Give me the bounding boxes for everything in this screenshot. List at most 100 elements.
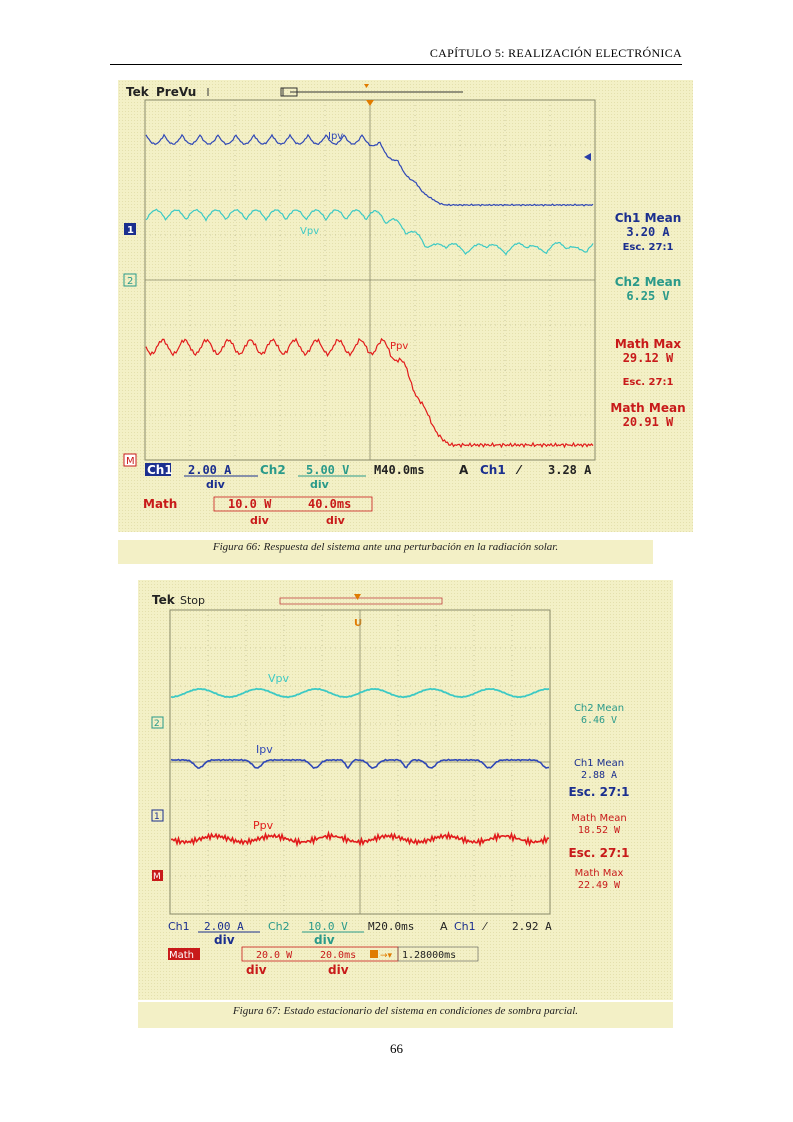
svg-text:div: div bbox=[326, 514, 346, 527]
math-esc: Esc. 27:1 bbox=[568, 846, 629, 860]
ch2-scale[interactable]: 10.0 V bbox=[308, 920, 348, 933]
status-bar: Ch1 2.00 A div Ch2 10.0 V div M20.0ms A … bbox=[168, 920, 552, 977]
ipv-label: Ipv bbox=[328, 131, 343, 142]
math-mean-label: Math Mean bbox=[571, 813, 626, 824]
math-marker[interactable] bbox=[123, 453, 137, 467]
ch2-label: Ch2 bbox=[268, 920, 290, 933]
svg-text:2: 2 bbox=[154, 719, 160, 729]
math-scale[interactable]: 20.0 W bbox=[256, 950, 293, 961]
math-marker[interactable] bbox=[152, 870, 163, 881]
vpv-label: Vpv bbox=[300, 226, 319, 237]
svg-text:div: div bbox=[206, 478, 226, 491]
ch2-mean-value: 6.25 V bbox=[626, 289, 669, 303]
tek-logo: Tek bbox=[152, 593, 176, 607]
figure-67-caption: Figura 67: Estado estacionario del siste… bbox=[138, 1002, 673, 1028]
ch2-mean-label: Ch2 Mean bbox=[615, 275, 682, 289]
svg-text:div: div bbox=[214, 933, 235, 947]
timebase[interactable]: M40.0ms bbox=[374, 463, 425, 477]
ch1-mean-label: Ch1 Mean bbox=[615, 211, 682, 225]
tek-logo: Tek bbox=[126, 85, 150, 99]
math-mean-value: 18.52 W bbox=[578, 825, 621, 836]
trigger-marker-icon bbox=[366, 100, 374, 106]
ppv-trace bbox=[170, 830, 550, 848]
ppv-label: Ppv bbox=[390, 341, 408, 352]
vpv-trace bbox=[145, 208, 594, 256]
svg-text:div: div bbox=[310, 478, 330, 491]
math-label: Math bbox=[169, 950, 194, 961]
svg-text:div: div bbox=[314, 933, 335, 947]
ch1-mean-label: Ch1 Mean bbox=[574, 758, 624, 769]
scope-state: PreVu bbox=[156, 85, 196, 99]
scope-display-66: Tek PreVu 1 2 M Ipv Vpv Ppv Ch1 Mean 3 bbox=[123, 84, 686, 527]
ch1-esc: Esc. 27:1 bbox=[623, 242, 674, 253]
timebase[interactable]: M20.0ms bbox=[368, 920, 414, 933]
ch2-marker[interactable] bbox=[151, 716, 164, 729]
math-timebase[interactable]: 20.0ms bbox=[320, 950, 356, 961]
svg-text:1: 1 bbox=[127, 225, 134, 236]
page-number: 66 bbox=[390, 1041, 403, 1056]
ch1-scale[interactable]: 2.00 A bbox=[188, 463, 232, 477]
ch1-label: Ch1 bbox=[147, 463, 173, 477]
trigger-position-icon bbox=[354, 594, 361, 600]
math-mean-value: 20.91 W bbox=[623, 415, 674, 429]
ch1-mean-value: 3.20 A bbox=[626, 225, 670, 239]
ch2-mean-label: Ch2 Mean bbox=[574, 703, 624, 714]
vpv-trace bbox=[170, 687, 550, 699]
trigger-offset[interactable]: 1.28000ms bbox=[402, 950, 456, 961]
ch2-mean-value: 6.46 V bbox=[581, 715, 617, 726]
vpv-label: Vpv bbox=[268, 672, 290, 685]
svg-text:U: U bbox=[354, 618, 362, 629]
svg-text:div: div bbox=[246, 963, 267, 977]
ch1-marker[interactable] bbox=[124, 223, 136, 235]
math-esc: Esc. 27:1 bbox=[623, 377, 674, 388]
scope-display-67: Tek Stop U 2 1 M Vpv Ipv Ppv Ch2 Mean 6.… bbox=[151, 593, 630, 977]
svg-text:1: 1 bbox=[154, 812, 160, 822]
graticule bbox=[144, 99, 596, 461]
svg-text:div: div bbox=[250, 514, 270, 527]
ppv-trace bbox=[145, 337, 594, 449]
graticule bbox=[169, 609, 551, 915]
math-max-label: Math Max bbox=[575, 868, 624, 879]
math-label: Math bbox=[143, 497, 177, 511]
svg-text:⁄: ⁄ bbox=[481, 920, 488, 933]
math-mean-label: Math Mean bbox=[610, 401, 685, 415]
chapter-title: CAPÍTULO 5: REALIZACIÓN ELECTRÓNICA bbox=[429, 46, 682, 60]
svg-text:→▾: →▾ bbox=[380, 951, 393, 961]
oscilloscope-figure-67: Tek Stop U 2 1 M Vpv Ipv Ppv Ch2 Mean 6.… bbox=[138, 580, 673, 1000]
svg-text:M: M bbox=[126, 456, 135, 467]
ch1-label: Ch1 bbox=[168, 920, 190, 933]
math-max-label: Math Max bbox=[615, 337, 682, 351]
status-bar: Ch1 2.00 A div Ch2 5.00 V div M40.0ms A … bbox=[143, 463, 592, 527]
ch1-scale[interactable]: 2.00 A bbox=[204, 920, 244, 933]
trigger-source[interactable]: Ch1 bbox=[454, 920, 476, 933]
page-header: CAPÍTULO 5: REALIZACIÓN ELECTRÓNICA bbox=[110, 44, 682, 65]
math-max-value: 22.49 W bbox=[578, 880, 621, 891]
trigger-position-icon bbox=[364, 84, 369, 88]
svg-text:⁄: ⁄ bbox=[515, 463, 523, 477]
ch2-scale[interactable]: 5.00 V bbox=[306, 463, 349, 477]
ch2-marker[interactable] bbox=[123, 273, 137, 287]
scope-state: Stop bbox=[180, 594, 205, 607]
measurement-panel: Ch1 Mean 3.20 A Esc. 27:1 Ch2 Mean 6.25 … bbox=[610, 211, 685, 429]
ch1-marker[interactable] bbox=[151, 809, 164, 822]
math-timebase[interactable]: 40.0ms bbox=[308, 497, 351, 511]
measurement-panel: Ch2 Mean 6.46 V Ch1 Mean 2.88 A Esc. 27:… bbox=[568, 703, 629, 891]
ch1-esc: Esc. 27:1 bbox=[568, 785, 629, 799]
math-max-value: 29.12 W bbox=[623, 351, 674, 365]
svg-text:2: 2 bbox=[127, 276, 133, 287]
ch1-mean-value: 2.88 A bbox=[581, 770, 617, 781]
svg-text:M: M bbox=[153, 872, 161, 882]
trigger-level[interactable]: 2.92 A bbox=[512, 920, 552, 933]
math-scale[interactable]: 10.0 W bbox=[228, 497, 272, 511]
ch2-label: Ch2 bbox=[260, 463, 286, 477]
trigger-level-icon bbox=[584, 153, 591, 161]
ipv-trace bbox=[170, 758, 550, 770]
ppv-label: Ppv bbox=[253, 819, 274, 832]
ipv-label: Ipv bbox=[256, 743, 273, 756]
figure-66-caption: Figura 66: Respuesta del sistema ante un… bbox=[118, 540, 653, 564]
trigger-source[interactable]: Ch1 bbox=[480, 463, 506, 477]
svg-text:A: A bbox=[459, 463, 469, 477]
svg-text:div: div bbox=[328, 963, 349, 977]
oscilloscope-figure-66: Tek PreVu 1 2 M Ipv Vpv Ppv Ch1 Mean 3 bbox=[118, 80, 693, 532]
trigger-level[interactable]: 3.28 A bbox=[548, 463, 592, 477]
